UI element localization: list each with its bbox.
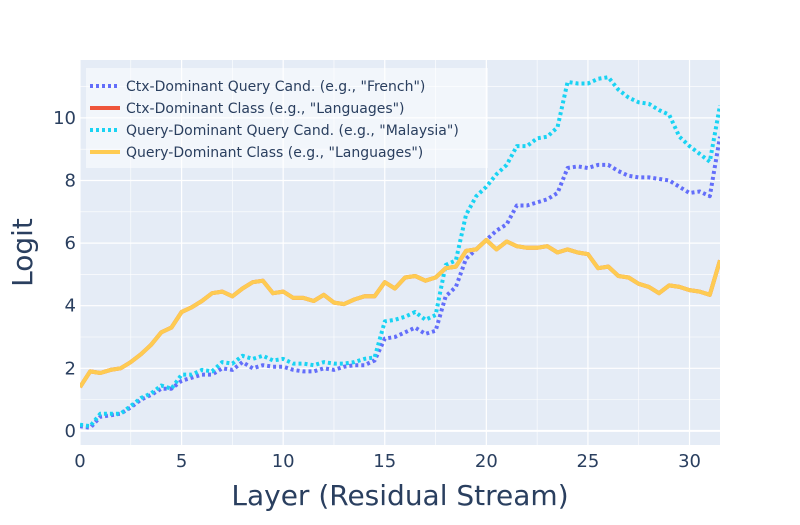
- x-tick-label: 20: [475, 451, 498, 472]
- y-tick-label: 0: [65, 421, 76, 442]
- legend-box: [86, 68, 488, 168]
- y-axis-title: Logit: [6, 218, 39, 287]
- x-axis-title: Layer (Residual Stream): [231, 479, 568, 512]
- x-tick-labels: 0 5 10 15 20 25 30: [74, 451, 701, 472]
- legend-label: Query-Dominant Query Cand. (e.g., "Malay…: [126, 123, 459, 139]
- x-tick-label: 10: [272, 451, 295, 472]
- legend-label: Query-Dominant Class (e.g., "Languages"): [126, 145, 423, 161]
- y-tick-labels: 0 2 4 6 8 10: [53, 108, 76, 442]
- series-line-3: [80, 75, 720, 429]
- y-tick-label: 6: [65, 233, 76, 254]
- series-lines: [80, 75, 720, 430]
- legend-label: Ctx-Dominant Class (e.g., "Languages"): [126, 101, 405, 117]
- series-line-1: [80, 136, 720, 430]
- x-tick-label: 30: [678, 451, 701, 472]
- y-tick-label: 4: [65, 296, 76, 317]
- x-tick-label: 15: [373, 451, 396, 472]
- y-tick-label: 8: [65, 171, 76, 192]
- y-tick-label: 10: [53, 108, 76, 129]
- x-tick-label: 5: [176, 451, 187, 472]
- legend-label: Ctx-Dominant Query Cand. (e.g., "French"…: [126, 79, 425, 95]
- series-line-4: [80, 238, 720, 389]
- x-tick-label: 0: [74, 451, 85, 472]
- y-tick-label: 2: [65, 358, 76, 379]
- x-tick-label: 25: [576, 451, 599, 472]
- legend: Ctx-Dominant Query Cand. (e.g., "French"…: [86, 68, 488, 168]
